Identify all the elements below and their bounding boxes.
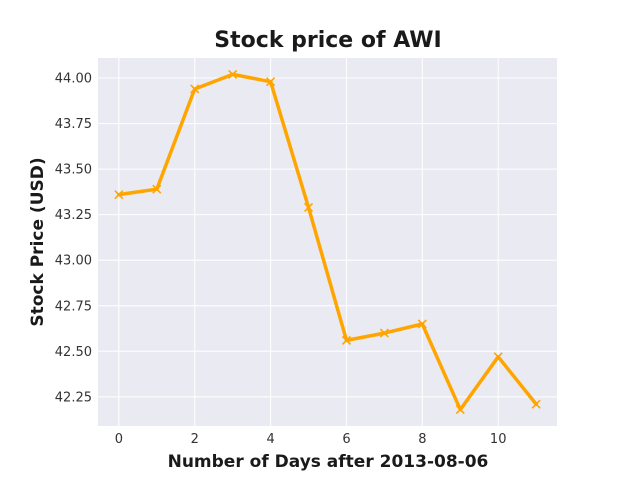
grid-lines: [98, 58, 557, 426]
y-tick-label: 42.75: [55, 299, 92, 314]
x-axis-label: Number of Days after 2013-08-06: [168, 452, 489, 472]
series-line: [117, 72, 538, 412]
y-tick-labels: 42.25 42.50 42.75 43.00 43.25 43.50 43.75 44.00: [55, 72, 92, 406]
data-point-marker: [455, 405, 465, 415]
data-point-marker: [303, 202, 314, 212]
y-axis-label: Stock Price (USD): [28, 157, 48, 326]
data-point-marker: [493, 352, 503, 362]
y-tick-label: 42.50: [55, 345, 92, 360]
data-point-marker: [190, 84, 200, 94]
x-tick-label: 0: [115, 432, 123, 447]
y-tick-label: 44.00: [55, 72, 92, 87]
x-tick-label: 4: [266, 432, 274, 447]
x-tick-label: 8: [418, 432, 426, 447]
x-tick-label: 2: [191, 432, 199, 447]
series-layer: [114, 69, 541, 415]
data-point-marker: [266, 77, 276, 87]
y-tick-label: 43.00: [55, 254, 92, 269]
data-point-marker: [379, 328, 389, 338]
data-point-marker: [341, 335, 352, 345]
x-tick-label: 6: [342, 432, 350, 447]
y-tick-label: 43.75: [55, 117, 92, 132]
x-tick-label: 10: [490, 432, 507, 447]
y-tick-label: 43.50: [55, 163, 92, 178]
y-tick-label: 43.25: [55, 208, 92, 223]
data-point-marker: [152, 184, 162, 194]
x-tick-labels: 0 2 4 6 8 10: [115, 432, 507, 447]
y-tick-label: 42.25: [55, 390, 92, 405]
plot-area-background: [98, 58, 557, 426]
data-point-marker: [417, 319, 427, 329]
data-point-marker: [531, 399, 541, 409]
data-point-marker: [228, 69, 238, 79]
chart-title: Stock price of AWI: [214, 28, 441, 53]
data-point-marker: [114, 190, 124, 200]
